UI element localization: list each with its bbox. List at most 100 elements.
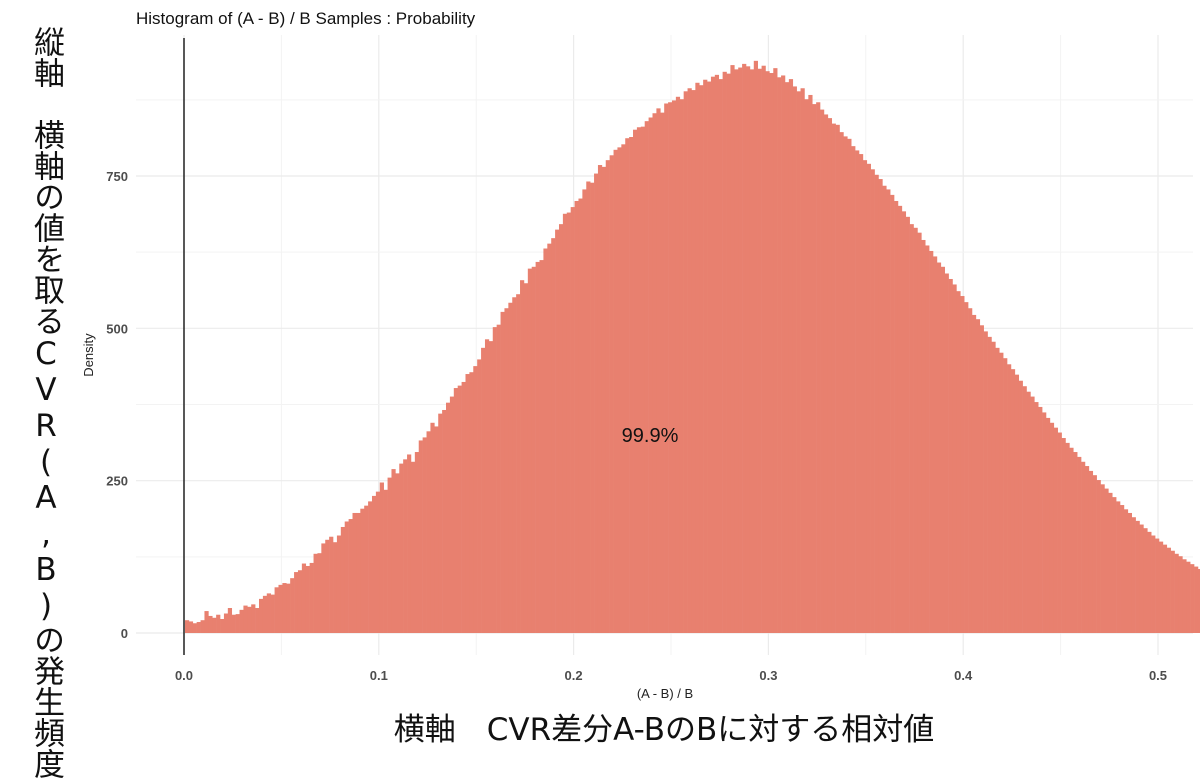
histogram-bar [765, 71, 770, 634]
histogram-bar [574, 200, 579, 633]
histogram-bar [738, 67, 743, 633]
histogram-bar [352, 512, 357, 633]
histogram-bar [1162, 544, 1168, 633]
histogram-bar [784, 82, 790, 634]
histogram-bar [940, 266, 945, 633]
histogram-bar [664, 103, 669, 634]
histogram-bar [601, 166, 607, 634]
histogram-bar [1108, 492, 1113, 633]
histogram-bar [360, 508, 365, 633]
histogram-bar [1038, 406, 1043, 633]
histogram-bar [481, 347, 486, 633]
histogram-bar [340, 526, 346, 633]
histogram-bar [933, 256, 938, 633]
histogram-bar [407, 454, 412, 633]
histogram-bar [1003, 358, 1008, 633]
histogram-bar [952, 284, 957, 633]
histogram-bar [270, 594, 275, 633]
histogram-bar [262, 595, 268, 633]
histogram-bar [294, 572, 299, 633]
histogram-bar [671, 100, 677, 633]
histogram-bar [648, 117, 653, 633]
histogram-bar [687, 88, 692, 634]
x-tick-label: 0.4 [954, 668, 973, 683]
histogram-bar [1084, 466, 1090, 633]
histogram-bar [956, 291, 961, 633]
histogram-bar [266, 593, 271, 633]
x-tick-label: 0.1 [370, 668, 388, 683]
histogram-bar [870, 169, 875, 633]
histogram-bar [1061, 438, 1066, 633]
axis-ticks: 0.0 0.1 0.2 0.3 0.4 0.5 0 250 500 750 [106, 169, 1167, 683]
x-tick-label: 0.2 [565, 668, 583, 683]
histogram-bar [500, 311, 505, 633]
histogram-bar [796, 91, 801, 633]
histogram-bar [964, 302, 969, 633]
histogram-bar [629, 137, 634, 633]
histogram-bar [414, 452, 420, 633]
histogram-bar [640, 126, 646, 634]
histogram-bar [255, 608, 260, 633]
histogram-bar [781, 75, 786, 633]
histogram-bar [866, 163, 871, 633]
histogram-bar [753, 60, 758, 633]
histogram-bar [336, 535, 342, 633]
histogram-chart: 0.0 0.1 0.2 0.3 0.4 0.5 0 250 500 750 Histogram o… [81, 9, 1200, 748]
histogram-bar [905, 216, 910, 634]
histogram-bar [558, 224, 564, 633]
histogram-bar [465, 374, 470, 633]
histogram-bar [364, 505, 369, 633]
histogram-bar [251, 604, 256, 633]
histogram-bar [1057, 432, 1062, 633]
histogram-bar [804, 99, 809, 633]
histogram-bar [430, 422, 435, 633]
histogram-bar [231, 614, 236, 633]
histogram-bar [426, 431, 431, 633]
histogram-bar [621, 144, 626, 633]
histogram-bar [1178, 556, 1183, 633]
histogram-bar [886, 189, 891, 633]
histogram-bar [1096, 480, 1101, 633]
histogram-bar [333, 542, 338, 633]
histogram-bar [301, 563, 307, 633]
histogram-bar [929, 250, 934, 633]
histogram-bar [278, 584, 283, 633]
histogram-bar [543, 248, 548, 633]
histogram-bar [531, 266, 536, 633]
histogram-bar [788, 79, 794, 634]
histogram-bar [839, 132, 844, 634]
histogram-bar [683, 91, 688, 633]
histogram-bar [1042, 412, 1047, 633]
histogram-bar [968, 308, 973, 633]
x-tick-label: 0.5 [1149, 668, 1167, 683]
histogram-bar [449, 396, 455, 633]
histogram-bar [309, 562, 314, 633]
histogram-bar [987, 336, 992, 633]
y-tick-label: 750 [106, 169, 128, 184]
histogram-bar [1022, 386, 1027, 633]
histogram-bar [410, 461, 416, 633]
histogram-bar [220, 618, 225, 633]
histogram-bar [878, 179, 883, 633]
histogram-bar [858, 154, 864, 633]
histogram-bar [734, 69, 739, 633]
histogram-bar [1194, 566, 1199, 633]
histogram-bar [383, 489, 388, 633]
x-tick-label: 0.0 [175, 668, 193, 683]
histogram-bar [644, 121, 649, 633]
histogram-bar [1135, 520, 1140, 633]
histogram-bar [1065, 442, 1070, 633]
histogram-bar [1088, 470, 1094, 633]
histogram-bar [317, 553, 322, 633]
histogram-bar [991, 341, 996, 633]
histogram-bar [597, 165, 603, 634]
histogram-bar [473, 366, 478, 633]
histogram-bar [1030, 396, 1035, 633]
histogram-bar [488, 341, 494, 633]
histogram-bar [1190, 564, 1195, 633]
histogram-bar [909, 224, 914, 633]
histogram-bar [851, 146, 856, 633]
histogram-bar [1139, 524, 1144, 633]
histogram-bar [239, 609, 244, 633]
histogram-bar [800, 88, 805, 634]
